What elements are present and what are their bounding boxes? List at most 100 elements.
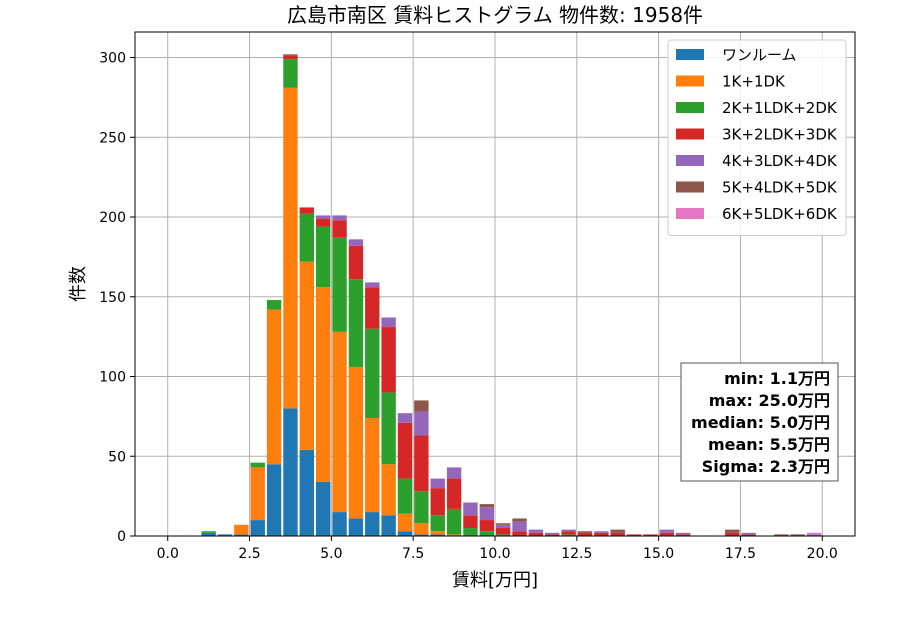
stats-line: max: 25.0万円 — [709, 391, 830, 410]
x-tick-label: 15.0 — [643, 546, 674, 562]
x-tick-label: 12.5 — [561, 546, 592, 562]
histogram-bar — [332, 331, 347, 513]
histogram-bar — [381, 327, 396, 393]
stats-line: min: 1.1万円 — [724, 369, 830, 388]
histogram-bar — [561, 531, 576, 535]
histogram-bar — [250, 462, 265, 468]
histogram-bar — [217, 534, 233, 536]
histogram-bar — [479, 504, 495, 508]
histogram-bar — [365, 512, 380, 536]
histogram-bar — [201, 531, 216, 533]
histogram-bar — [365, 417, 380, 513]
histogram-bar — [512, 521, 527, 532]
histogram-bar — [414, 400, 429, 412]
histogram-bar — [790, 534, 805, 536]
legend-label: 6K+5LDK+6DK — [722, 205, 838, 223]
histogram-bar — [659, 529, 675, 533]
x-axis-label: 賃料[万円] — [452, 570, 538, 591]
y-tick-label: 250 — [99, 130, 126, 146]
y-tick-label: 100 — [99, 370, 126, 386]
histogram-bar — [610, 532, 625, 536]
histogram-bar — [283, 408, 298, 536]
histogram-bar — [332, 237, 347, 332]
histogram-bar — [250, 467, 265, 521]
y-tick-label: 200 — [99, 210, 126, 226]
histogram-bar — [446, 508, 462, 535]
histogram-bar — [610, 529, 625, 533]
histogram-bar — [463, 515, 478, 529]
histogram-bar — [806, 534, 822, 536]
histogram-bar — [201, 532, 216, 536]
x-axis-ticks: 0.0 2.5 5.0 7.5 10.0 12.5 15.0 17.5 20.0 — [157, 536, 838, 562]
histogram-bar — [283, 54, 298, 56]
histogram-bar — [414, 411, 429, 436]
histogram-bar — [332, 220, 347, 238]
y-tick-label: 150 — [99, 290, 126, 306]
y-tick-label: 300 — [99, 51, 126, 67]
histogram-bar — [725, 532, 740, 536]
histogram-bar — [266, 464, 282, 536]
x-tick-label: 17.5 — [725, 546, 756, 562]
histogram-bar — [774, 534, 789, 536]
histogram-bar — [332, 215, 347, 221]
legend-label: 1K+1DK — [722, 73, 786, 91]
histogram-bar — [545, 534, 560, 536]
histogram-bar — [397, 422, 413, 479]
legend-label: ワンルーム — [722, 46, 797, 64]
histogram-bar — [397, 513, 413, 532]
histogram-bar — [266, 299, 282, 310]
histogram-bar — [397, 478, 413, 514]
histogram-bar — [659, 532, 675, 536]
histogram-bar — [463, 502, 478, 516]
histogram-bar — [414, 523, 429, 535]
x-tick-label: 20.0 — [807, 546, 838, 562]
x-tick-label: 5.0 — [320, 546, 342, 562]
histogram-bar — [250, 520, 265, 536]
histogram-bar — [806, 532, 822, 535]
histogram-bar — [234, 534, 249, 536]
histogram-bar — [348, 366, 364, 519]
histogram-bar — [381, 515, 396, 536]
histogram-bar — [283, 55, 298, 60]
histogram-bar — [430, 515, 445, 532]
histogram-bar — [594, 531, 609, 533]
legend-frame — [667, 39, 847, 236]
histogram-bar — [725, 529, 740, 533]
histogram-bar — [675, 532, 691, 535]
histogram-bar — [495, 528, 511, 535]
legend-swatch — [676, 128, 704, 140]
histogram-bar — [577, 531, 593, 533]
histogram-bar — [283, 87, 298, 409]
histogram-bar — [315, 287, 331, 482]
legend-swatch — [676, 75, 704, 87]
histogram-bar — [594, 532, 609, 536]
histogram-bar — [430, 534, 445, 536]
histogram-bar — [512, 518, 527, 522]
histogram-bar — [463, 528, 478, 536]
histogram-bar — [381, 464, 396, 516]
legend-swatch — [676, 49, 704, 60]
histogram-bar — [315, 226, 331, 288]
stats-box-frame — [680, 362, 839, 482]
histogram-bar — [446, 467, 462, 479]
histogram-bar — [348, 239, 364, 246]
histogram-bar — [741, 534, 756, 536]
histogram-bar — [479, 520, 495, 532]
legend-swatch — [676, 208, 704, 219]
bars-group — [201, 54, 822, 536]
histogram-bar — [299, 261, 315, 450]
stats-annotation-box: min: 1.1万円 max: 25.0万円 median: 5.0万円 mean: … — [680, 362, 839, 482]
histogram-bar — [283, 59, 298, 88]
histogram-bar — [414, 435, 429, 492]
histogram-bar — [414, 534, 429, 536]
histogram-bar — [381, 392, 396, 465]
histogram-bar — [479, 507, 495, 521]
histogram-bar — [332, 512, 347, 536]
chart-title: 広島市南区 賃料ヒストグラム 物件数: 1958件 — [287, 3, 703, 27]
histogram-bar — [741, 532, 756, 535]
histogram-bar — [381, 317, 396, 328]
histogram-bar — [626, 534, 642, 536]
histogram-bar — [528, 529, 544, 533]
histogram-bar — [528, 532, 544, 536]
histogram-bar — [348, 518, 364, 536]
